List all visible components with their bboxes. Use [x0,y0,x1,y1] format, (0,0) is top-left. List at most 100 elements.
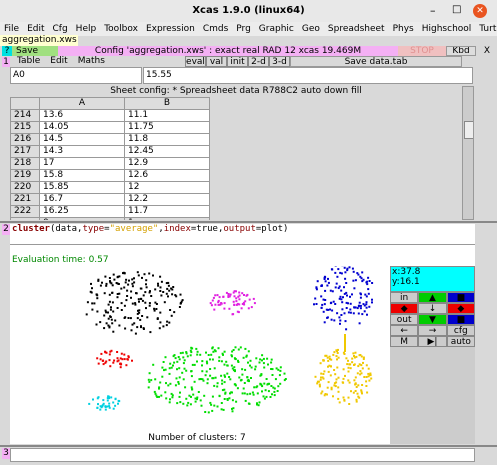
dot [136,312,139,315]
sheet-button[interactable]: val [206,56,227,67]
input-line[interactable] [10,448,475,462]
dot [164,368,167,371]
sheet-button[interactable]: 3-d [269,56,290,67]
menu-item[interactable]: Help [75,24,97,34]
dot [365,385,368,387]
maximize[interactable]: □ [452,4,462,15]
plot-button[interactable]: ▲ [418,292,447,303]
plot-button[interactable]: ▶| [418,336,447,347]
plot-button[interactable]: ▼ [418,314,447,325]
dot [131,359,133,362]
menu-item[interactable]: File [4,24,20,34]
menu-item[interactable]: Spreadsheet [327,24,385,34]
dot [177,381,180,383]
dot [172,286,175,288]
dot [221,352,224,355]
cell: 15.8 [39,169,125,182]
dot [93,302,96,305]
dot [334,286,337,289]
sheet-button[interactable]: 2-d [248,56,269,67]
dot [249,392,252,395]
command-line[interactable]: cluster(data,type="average",index=true,o… [10,224,475,244]
cell-editor[interactable]: 15.55 [143,67,473,84]
dot [329,289,332,292]
scrollbar[interactable] [462,86,474,220]
dot [89,290,92,293]
row-header: 218 [10,157,40,170]
plot-button[interactable]: cfg [446,325,475,336]
help-button[interactable]: ? [2,46,12,56]
dot [360,293,362,296]
dot [353,306,356,309]
dot [347,379,350,382]
menu-item[interactable]: Toolbox [104,24,138,34]
dot [110,282,113,285]
plot-button[interactable]: → [418,325,447,336]
plot-button[interactable]: ◆ [390,303,419,314]
close-window[interactable]: ✕ [473,4,487,18]
save-button[interactable]: Save [12,46,58,56]
dot [192,393,195,396]
dot [359,373,362,376]
table-row: 222 16.25 11.7 [10,205,210,218]
dot [141,315,144,317]
dot [347,396,350,399]
dot [106,397,109,400]
save-sheet[interactable]: Save data.tab [290,56,462,67]
menu-item[interactable]: Graphic [258,24,294,34]
dot [332,353,335,356]
plot-button[interactable]: auto [446,336,475,347]
menu-item[interactable]: Cmds [202,24,229,34]
eval-time: Evaluation time: 0.57 [10,244,475,266]
dot [326,356,329,359]
dot [232,349,235,351]
close-button[interactable]: X [483,46,491,56]
dot [241,303,244,305]
sheet-menu[interactable]: Table [17,56,41,66]
menu-item[interactable]: Expression [145,24,195,34]
stop-button[interactable]: STOP [398,46,446,56]
dot [107,324,110,327]
sheet-menu[interactable]: Maths [77,56,105,66]
menu-item[interactable]: Phys [392,24,414,34]
corner [10,97,40,110]
menu-item[interactable]: Geo [301,24,320,34]
menu-item[interactable]: Cfg [52,24,68,34]
dot [135,292,138,295]
sheet-config: Sheet config: * Spreadsheet data R788C2 … [110,86,362,96]
menu-item[interactable]: Prg [236,24,251,34]
plot-button[interactable]: out [390,314,419,325]
dot [265,378,268,380]
plot-button[interactable]: ■ [446,292,475,303]
menu-item[interactable]: Turtle [479,24,497,34]
dot [120,352,123,355]
sheet-menu[interactable]: Edit [50,56,68,66]
plot-button[interactable]: ← [390,325,419,336]
dot [118,324,121,327]
plot-button[interactable]: M [390,336,419,347]
menu-item[interactable]: Edit [27,24,45,34]
dot [159,275,162,278]
dot [365,380,368,383]
plot-button[interactable]: ◆ [446,303,475,314]
config-bar[interactable]: Config 'aggregation.xws' : exact real RA… [58,46,398,56]
dot [223,374,226,377]
menu-item[interactable]: Highschool [421,24,472,34]
dot [128,279,130,282]
cell-name[interactable]: A0 [10,67,142,84]
plot-button[interactable]: ↓ [418,303,447,314]
minimize[interactable]: – [430,4,436,17]
dot [240,307,243,310]
sheet-button[interactable]: eval [185,56,206,67]
sheet-button[interactable]: init [227,56,248,67]
separator [0,445,497,447]
dot [369,372,372,375]
plot-button[interactable]: ■ [446,314,475,325]
dot [318,383,321,386]
dot [159,286,162,289]
tab[interactable]: aggregation.xws [0,35,78,46]
dot [167,284,170,287]
dot [142,327,145,330]
plot-button[interactable]: in [390,292,419,303]
kbd-button[interactable]: Kbd [446,46,476,56]
